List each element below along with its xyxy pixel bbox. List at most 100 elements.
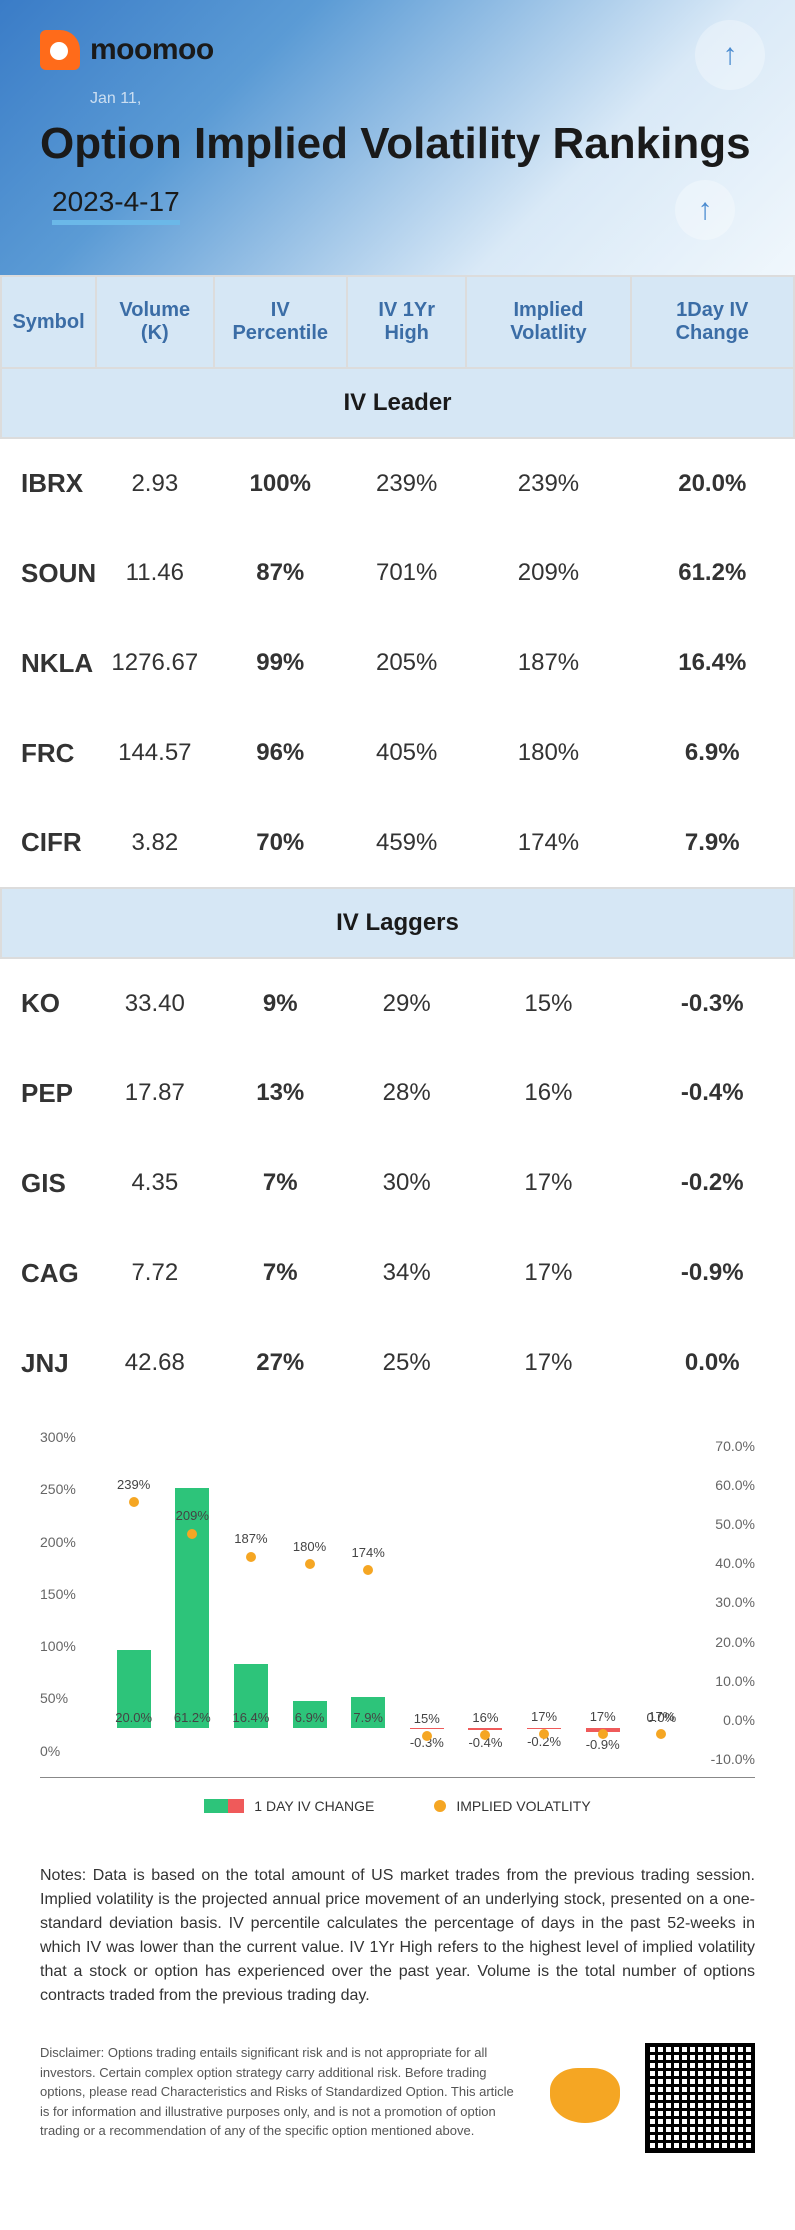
cell-change: 0.0%: [631, 1318, 794, 1408]
cell-symbol: CIFR: [1, 798, 96, 888]
table-row: PEP17.8713%28%16%-0.4%: [1, 1048, 794, 1138]
cell-symbol: PEP: [1, 1048, 96, 1138]
cell-iv-pct: 27%: [214, 1318, 348, 1408]
cell-change: 7.9%: [631, 798, 794, 888]
table-row: FRC144.5796%405%180%6.9%: [1, 708, 794, 798]
cell-iv-high: 28%: [347, 1048, 466, 1138]
table-row: KO33.409%29%15%-0.3%: [1, 958, 794, 1048]
cell-iv-pct: 100%: [214, 438, 348, 528]
cell-iv-high: 405%: [347, 708, 466, 798]
y-left-tick: 150%: [40, 1586, 76, 1602]
title-text: Option Implied Volatility Rankings: [40, 119, 751, 168]
y-right-tick: 20.0%: [715, 1634, 755, 1650]
section-header: IV Leader: [1, 368, 794, 438]
cell-symbol: JNJ: [1, 1318, 96, 1408]
cell-volume: 1276.67: [96, 618, 213, 708]
cell-iv-pct: 99%: [214, 618, 348, 708]
marker-label: 16%: [472, 1710, 498, 1725]
cell-iv: 239%: [466, 438, 630, 528]
cell-iv-high: 239%: [347, 438, 466, 528]
bar-label: 20.0%: [115, 1710, 152, 1725]
cell-change: 61.2%: [631, 528, 794, 618]
chart-marker: [656, 1729, 666, 1739]
cell-iv-high: 25%: [347, 1318, 466, 1408]
cell-volume: 11.46: [96, 528, 213, 618]
chart-marker: [422, 1731, 432, 1741]
cell-iv: 17%: [466, 1228, 630, 1318]
chart-marker: [480, 1730, 490, 1740]
cell-iv-pct: 7%: [214, 1228, 348, 1318]
y-left-tick: 100%: [40, 1638, 76, 1654]
legend-bar-swatch: [204, 1799, 244, 1813]
bar-label: 7.9%: [353, 1710, 383, 1725]
y-left-tick: 50%: [40, 1690, 68, 1706]
y-right-tick: 40.0%: [715, 1555, 755, 1571]
marker-label: 239%: [117, 1477, 150, 1492]
section-label: IV Laggers: [1, 888, 794, 958]
cell-iv: 16%: [466, 1048, 630, 1138]
bar-label: 61.2%: [174, 1710, 211, 1725]
y-right-tick: 60.0%: [715, 1477, 755, 1493]
cell-volume: 17.87: [96, 1048, 213, 1138]
table-row: GIS4.357%30%17%-0.2%: [1, 1138, 794, 1228]
cell-symbol: NKLA: [1, 618, 96, 708]
col-symbol: Symbol: [1, 276, 96, 368]
cell-iv-pct: 7%: [214, 1138, 348, 1228]
cell-change: 6.9%: [631, 708, 794, 798]
report-date: 2023-4-17: [52, 185, 180, 226]
chart-marker: [187, 1529, 197, 1539]
section-header: IV Laggers: [1, 888, 794, 958]
cell-change: -0.3%: [631, 958, 794, 1048]
cell-symbol: IBRX: [1, 438, 96, 528]
cell-iv-high: 459%: [347, 798, 466, 888]
y-left-tick: 250%: [40, 1481, 76, 1497]
cell-volume: 4.35: [96, 1138, 213, 1228]
cell-iv-pct: 70%: [214, 798, 348, 888]
marker-label: 17%: [648, 1709, 674, 1724]
chart-marker: [363, 1565, 373, 1575]
marker-label: 209%: [176, 1508, 209, 1523]
cell-volume: 7.72: [96, 1228, 213, 1318]
page-title: Option Implied Volatility Rankings 2023-…: [40, 118, 755, 225]
mascot-icon: [545, 2043, 625, 2123]
table-row: IBRX2.93100%239%239%20.0%: [1, 438, 794, 528]
col-iv: Implied Volatlity: [466, 276, 630, 368]
legend-bar-label: 1 DAY IV CHANGE: [254, 1798, 374, 1814]
legend-bar: 1 DAY IV CHANGE: [204, 1798, 374, 1814]
cell-iv-high: 29%: [347, 958, 466, 1048]
y-right-tick: -10.0%: [711, 1751, 755, 1767]
cell-change: 20.0%: [631, 438, 794, 528]
table-row: SOUN11.4687%701%209%61.2%: [1, 528, 794, 618]
cell-iv-pct: 87%: [214, 528, 348, 618]
col-volume: Volume (K): [96, 276, 213, 368]
chart-legend: 1 DAY IV CHANGE IMPLIED VOLATLITY: [40, 1778, 755, 1834]
chart-marker: [129, 1497, 139, 1507]
y-right-tick: 10.0%: [715, 1673, 755, 1689]
notes-text: Notes: Data is based on the total amount…: [0, 1844, 795, 2028]
col-change: 1Day IV Change: [631, 276, 794, 368]
cell-volume: 42.68: [96, 1318, 213, 1408]
footer: Disclaimer: Options trading entails sign…: [0, 2028, 795, 2178]
legend-marker-label: IMPLIED VOLATLITY: [456, 1798, 590, 1814]
y-left-tick: 0%: [40, 1743, 60, 1759]
cell-change: -0.4%: [631, 1048, 794, 1138]
arrow-up-icon: ↑: [698, 193, 713, 227]
disclaimer-text: Disclaimer: Options trading entails sign…: [40, 2043, 525, 2141]
cell-iv: 17%: [466, 1318, 630, 1408]
cell-change: -0.9%: [631, 1228, 794, 1318]
bar-label: 6.9%: [295, 1710, 325, 1725]
chart-bar: [175, 1488, 209, 1728]
cell-iv-pct: 96%: [214, 708, 348, 798]
cell-iv: 187%: [466, 618, 630, 708]
chart-marker: [305, 1559, 315, 1569]
logo-icon: [40, 30, 80, 70]
table-header-row: Symbol Volume (K) IV Percentile IV 1Yr H…: [1, 276, 794, 368]
arrow-up-icon: ↑: [723, 38, 738, 72]
cell-symbol: SOUN: [1, 528, 96, 618]
cell-symbol: FRC: [1, 708, 96, 798]
marker-label: 180%: [293, 1539, 326, 1554]
brand-name: moomoo: [90, 33, 214, 67]
iv-table: Symbol Volume (K) IV Percentile IV 1Yr H…: [0, 275, 795, 1408]
qr-code: [645, 2043, 755, 2153]
chart-marker: [246, 1552, 256, 1562]
